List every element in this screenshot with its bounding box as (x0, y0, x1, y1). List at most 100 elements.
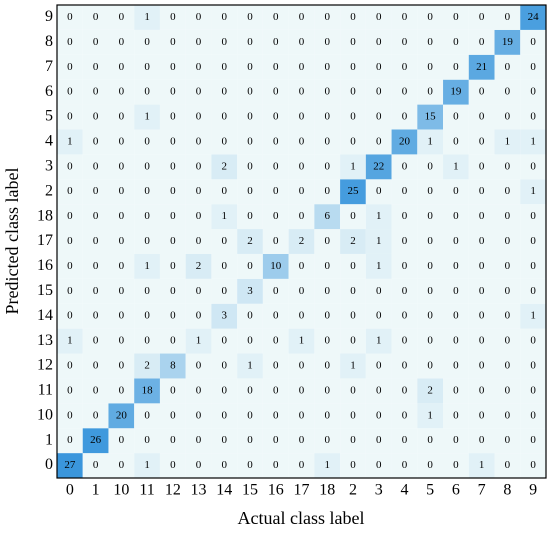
heatmap-cell (314, 328, 341, 354)
heatmap-cell (443, 5, 469, 30)
heatmap-cell (57, 303, 83, 329)
cell-label: 0 (196, 185, 202, 197)
x-tick-label: 6 (452, 482, 460, 499)
heatmap-cell (82, 204, 109, 230)
x-tick-label: 0 (66, 482, 74, 499)
cell-label: 0 (479, 36, 485, 48)
heatmap-cell (185, 229, 212, 254)
heatmap-cell (365, 104, 392, 130)
cell-label: 0 (453, 11, 459, 23)
heatmap-cell (237, 5, 263, 30)
heatmap-cell (57, 378, 83, 404)
heatmap-cell (108, 104, 135, 130)
heatmap-cell (468, 428, 495, 454)
heatmap-cell (134, 179, 160, 205)
heatmap-cell (57, 428, 83, 454)
cell-label: 0 (273, 434, 279, 446)
heatmap-cell (108, 253, 135, 279)
y-tick-label: 9 (45, 8, 53, 25)
cell-label: 0 (350, 135, 356, 147)
cell-label: 0 (505, 409, 511, 421)
heatmap-cell (443, 79, 469, 105)
cell-label: 20 (399, 135, 411, 147)
cell-label: 0 (119, 11, 125, 23)
cell-label: 0 (376, 61, 382, 73)
heatmap-cell (468, 303, 495, 329)
cell-label: 0 (324, 384, 330, 396)
cell-label: 0 (376, 409, 382, 421)
heatmap-cell (159, 353, 186, 379)
heatmap-cell (237, 104, 263, 130)
y-tick-label: 6 (45, 83, 53, 100)
x-tick-label: 5 (426, 482, 434, 499)
cell-label: 0 (299, 185, 305, 197)
x-tick-label: 15 (242, 482, 258, 499)
cell-label: 22 (373, 160, 384, 172)
cell-label: 0 (505, 160, 511, 172)
heatmap-cell (468, 154, 495, 180)
cell-label: 0 (299, 260, 305, 272)
cell-label: 1 (350, 360, 356, 372)
heatmap-cell (391, 79, 418, 105)
heatmap-cell (211, 253, 238, 279)
cell-label: 0 (530, 285, 536, 297)
cell-label: 0 (144, 36, 150, 48)
cell-label: 0 (530, 160, 536, 172)
cell-label: 0 (376, 36, 382, 48)
heatmap-cell (185, 328, 212, 354)
heatmap-cell (57, 5, 83, 30)
cell-label: 0 (427, 86, 433, 98)
cell-label: 0 (479, 86, 485, 98)
cell-label: 0 (144, 86, 150, 98)
cell-label: 0 (350, 36, 356, 48)
heatmap-cell (237, 154, 263, 180)
heatmap-cell (211, 129, 238, 155)
y-axis-title: Predicted class label (2, 168, 22, 315)
cell-label: 0 (299, 36, 305, 48)
cell-label: 0 (402, 111, 408, 123)
heatmap-cell (314, 453, 341, 478)
cell-label: 0 (350, 335, 356, 347)
cell-label: 0 (119, 260, 125, 272)
cell-label: 0 (119, 111, 125, 123)
heatmap-cell (185, 378, 212, 404)
cell-label: 0 (247, 384, 253, 396)
cell-label: 0 (479, 11, 485, 23)
heatmap-cell (211, 204, 238, 230)
cell-label: 0 (67, 360, 73, 372)
heatmap-cell (159, 229, 186, 254)
heatmap-cell (108, 453, 135, 478)
heatmap-cell (443, 353, 469, 379)
heatmap-cell (494, 328, 521, 354)
heatmap-cell (211, 104, 238, 130)
heatmap-cell (340, 104, 366, 130)
cell-label: 0 (453, 185, 459, 197)
cell-label: 0 (196, 409, 202, 421)
cell-label: 15 (425, 111, 437, 123)
cell-label: 0 (222, 135, 228, 147)
heatmap-cell (520, 378, 546, 404)
heatmap-cell (314, 303, 341, 329)
heatmap-cell (82, 79, 109, 105)
heatmap-cell (417, 179, 444, 205)
cell-label: 0 (324, 335, 330, 347)
heatmap-cell (211, 154, 238, 180)
cell-label: 0 (93, 185, 99, 197)
heatmap-cell (288, 353, 315, 379)
cell-label: 0 (170, 36, 176, 48)
heatmap-cell (468, 453, 495, 478)
heatmap-cell (237, 253, 263, 279)
heatmap-cell (340, 29, 366, 55)
heatmap-cell (494, 129, 521, 155)
heatmap-cell (417, 29, 444, 55)
cell-label: 0 (453, 61, 459, 73)
cell-label: 0 (93, 335, 99, 347)
cell-label: 0 (273, 409, 279, 421)
heatmap-cell (108, 154, 135, 180)
heatmap-cell (159, 453, 186, 478)
cell-label: 0 (479, 235, 485, 247)
cell-label: 0 (479, 434, 485, 446)
cell-label: 0 (299, 310, 305, 322)
heatmap-cell (417, 79, 444, 105)
cell-label: 0 (479, 260, 485, 272)
